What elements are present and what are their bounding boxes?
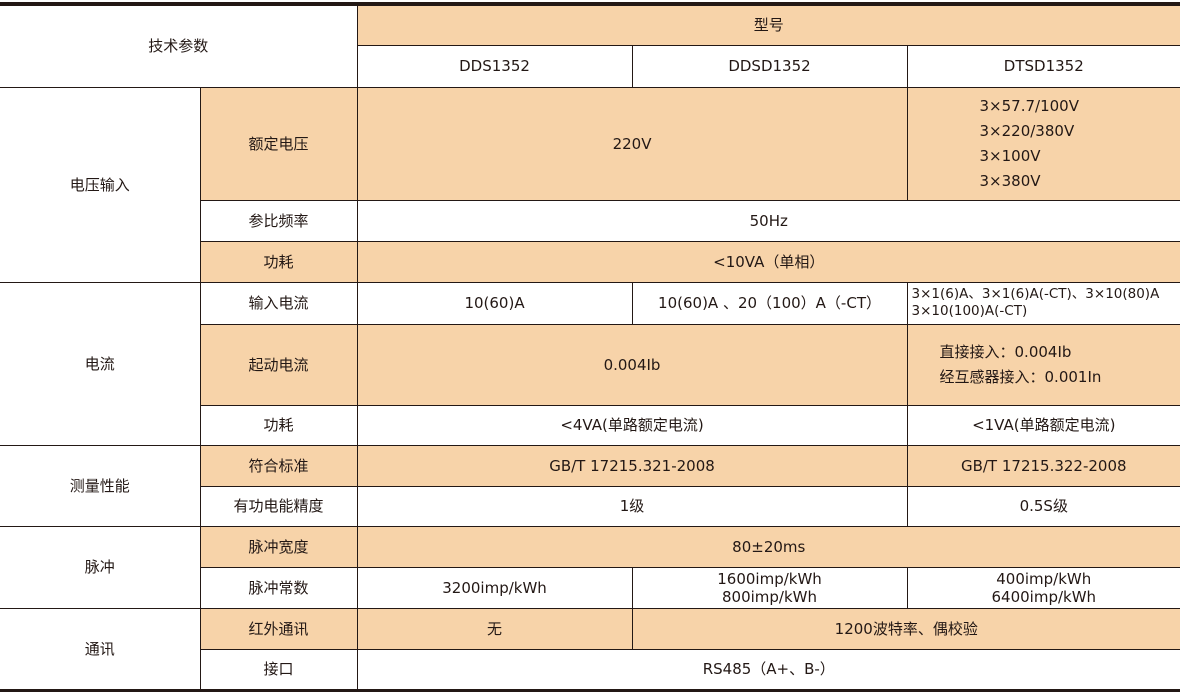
interface-value: RS485（A+、B-） [356,648,1180,691]
ir-value: 1200波特率、偶校验 [631,607,1180,650]
input-current-dtsd: 3×1(6)A、3×1(6)A(-CT)、3×10(80)A 3×10(100)A… [906,281,1180,325]
accuracy-value: 1级 [356,485,908,527]
frequency-value: 50Hz [356,199,1180,242]
model-ddsd: DDSD1352 [631,44,908,88]
label-start-current: 起动电流 [200,323,358,406]
input-current-ddsd: 10(60)A 、20（100）A（-CT） [631,281,908,325]
label-input-current: 输入电流 [199,281,358,325]
label-interface: 接口 [200,648,358,691]
rated-voltage-dtsd: 3×57.7/100V 3×220/380V 3×100V 3×380V [906,86,1180,201]
current-power-dtsd: <1VA(单路额定电流) [906,404,1180,446]
label-frequency: 参比频率 [200,199,358,242]
label-current-power: 功耗 [200,404,358,446]
header-model: 型号 [356,3,1180,46]
rated-voltage-value: 220V [356,86,908,201]
label-rated-voltage: 额定电压 [199,86,358,201]
pulse-width-value: 80±20ms [356,525,1180,568]
current-power-value: <4VA(单路额定电流) [356,404,908,446]
voltage-power-value: <10VA（单相） [356,240,1180,283]
start-current-dtsd: 直接接入：0.004Ib 经互感器接入：0.001In [906,323,1180,406]
label-accuracy: 有功电能精度 [200,485,358,527]
start-current-value: 0.004Ib [356,323,908,406]
standard-value: GB/T 17215.321-2008 [356,444,908,487]
group-pulse: 脉冲 [0,525,201,609]
group-comm: 通讯 [0,607,201,691]
header-param: 技术参数 [0,3,358,88]
label-voltage-power: 功耗 [200,240,358,283]
group-voltage: 电压输入 [0,86,201,283]
label-pulse-width: 脉冲宽度 [199,525,358,568]
group-current: 电流 [0,281,201,446]
label-pulse-const: 脉冲常数 [200,566,358,609]
pulse-const-dds: 3200imp/kWh [356,566,633,609]
label-ir: 红外通讯 [199,607,358,650]
accuracy-dtsd: 0.5S级 [906,485,1180,527]
standard-dtsd: GB/T 17215.322-2008 [906,444,1180,487]
input-current-dds: 10(60)A [356,281,633,325]
group-measure: 测量性能 [0,444,201,527]
ir-dds: 无 [356,607,633,650]
label-standard: 符合标准 [199,444,358,487]
pulse-const-dtsd: 400imp/kWh 6400imp/kWh [906,566,1180,609]
pulse-const-ddsd: 1600imp/kWh 800imp/kWh [631,566,908,609]
model-dtsd: DTSD1352 [906,44,1180,88]
model-dds: DDS1352 [357,44,633,88]
